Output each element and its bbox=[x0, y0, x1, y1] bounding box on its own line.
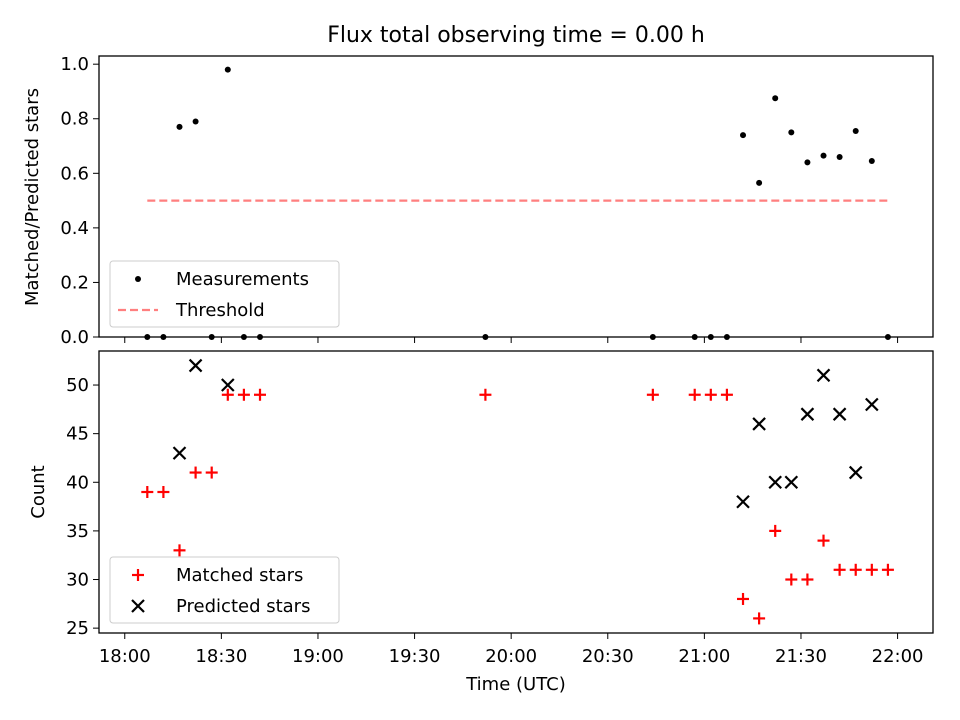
top-data-point bbox=[820, 152, 827, 159]
top-y-tick-label: 0.2 bbox=[60, 272, 89, 293]
bottom-data-point bbox=[849, 563, 862, 576]
bottom-data-point bbox=[752, 417, 766, 431]
bottom-data-point bbox=[881, 563, 894, 576]
top-y-tick-label: 1.0 bbox=[60, 54, 89, 75]
top-data-point bbox=[852, 128, 859, 135]
x-tick-label: 22:00 bbox=[872, 646, 924, 667]
bottom-legend bbox=[109, 556, 340, 624]
bottom-data-point-b bbox=[768, 475, 782, 490]
bottom-data-point bbox=[188, 358, 203, 373]
bottom-data-point bbox=[832, 407, 847, 421]
top-data-point bbox=[176, 123, 183, 130]
bottom-data-point bbox=[801, 573, 814, 586]
bottom-data-point-b bbox=[736, 494, 750, 509]
bottom-y-tick-label: 40 bbox=[66, 472, 89, 493]
x-tick-label: 20:00 bbox=[485, 646, 537, 667]
top-y-tick-label: 0.4 bbox=[60, 218, 89, 239]
top-data-point bbox=[836, 153, 843, 160]
top-data-point bbox=[868, 158, 875, 165]
bottom-data-point bbox=[704, 388, 717, 401]
top-data-point bbox=[804, 159, 811, 166]
bottom-data-point-b bbox=[784, 475, 799, 490]
bottom-data-point-b bbox=[221, 378, 235, 392]
x-tick-label: 18:00 bbox=[99, 646, 151, 667]
bottom-data-point bbox=[865, 563, 878, 576]
bottom-y-tick-label: 35 bbox=[66, 521, 89, 542]
bottom-data-point bbox=[254, 388, 267, 401]
top-y-tick-label: 0.0 bbox=[60, 327, 89, 348]
legend-label: Predicted stars bbox=[176, 596, 310, 617]
bottom-data-point bbox=[785, 573, 798, 586]
bottom-data-point bbox=[848, 465, 863, 480]
top-legend bbox=[109, 260, 340, 328]
legend-label: Matched stars bbox=[176, 565, 303, 586]
bottom-data-point bbox=[753, 612, 766, 625]
legend-swatch-b bbox=[131, 599, 145, 613]
legend-label: Measurements bbox=[176, 269, 309, 290]
bottom-data-point-b bbox=[172, 446, 187, 460]
bottom-data-point bbox=[221, 378, 235, 392]
top-data-point bbox=[224, 66, 231, 73]
x-tick-label: 21:00 bbox=[678, 646, 730, 667]
bottom-data-point-b bbox=[800, 407, 815, 421]
bottom-y-tick-label: 25 bbox=[66, 618, 89, 639]
bottom-y-tick-label: 50 bbox=[66, 375, 89, 396]
bottom-data-point bbox=[768, 475, 782, 490]
top-y-tick-label: 0.8 bbox=[60, 109, 89, 130]
bottom-y-axis-label: Count bbox=[28, 465, 49, 518]
x-axis-label: Time (UTC) bbox=[465, 674, 566, 695]
bottom-data-point bbox=[688, 388, 701, 401]
bottom-data-point bbox=[816, 368, 831, 383]
bottom-data-point bbox=[172, 446, 187, 460]
bottom-data-point bbox=[817, 534, 830, 547]
x-tick-label: 19:30 bbox=[389, 646, 441, 667]
x-tick-label: 20:30 bbox=[582, 646, 634, 667]
top-axes-frame bbox=[98, 55, 934, 338]
top-y-tick-label: 0.6 bbox=[60, 163, 89, 184]
bottom-data-point bbox=[736, 494, 750, 509]
top-y-axis-label: Matched/Predicted stars bbox=[22, 88, 43, 306]
bottom-data-point bbox=[737, 592, 750, 605]
legend-swatch bbox=[135, 276, 141, 282]
bottom-data-point bbox=[189, 466, 202, 479]
top-data-point bbox=[772, 95, 779, 102]
top-data-point bbox=[740, 132, 747, 139]
bottom-data-point bbox=[141, 486, 154, 498]
bottom-data-point bbox=[221, 388, 234, 401]
bottom-data-point-b bbox=[816, 368, 831, 383]
x-tick-label: 21:30 bbox=[775, 646, 827, 667]
legend-swatch bbox=[132, 569, 144, 581]
x-tick-label: 19:00 bbox=[292, 646, 344, 667]
bottom-axes-frame bbox=[98, 350, 934, 634]
plot-layer: 0.0 0.2 0.4 0.6 0.8 1.0 Measurements Threshold 1… bbox=[60, 54, 934, 667]
bottom-data-point bbox=[646, 388, 659, 401]
bottom-data-point bbox=[720, 388, 733, 401]
top-data-point bbox=[756, 179, 763, 186]
x-tick-label: 18:30 bbox=[195, 646, 247, 667]
legend-swatch bbox=[131, 599, 145, 613]
chart-title: Flux total observing time = 0.00 h bbox=[327, 23, 705, 48]
bottom-data-point-b bbox=[752, 417, 766, 431]
bottom-data-point bbox=[237, 388, 250, 401]
bottom-y-tick-label: 30 bbox=[66, 570, 89, 591]
bottom-data-point bbox=[865, 397, 879, 412]
bottom-data-point bbox=[833, 563, 846, 576]
bottom-y-tick-label: 45 bbox=[66, 424, 89, 445]
bottom-data-point bbox=[784, 475, 799, 490]
bottom-data-point-b bbox=[865, 397, 879, 412]
top-data-point bbox=[788, 129, 795, 136]
bottom-data-point bbox=[800, 407, 815, 421]
bottom-data-point-b bbox=[848, 465, 863, 480]
top-data-point bbox=[192, 118, 199, 125]
bottom-data-point bbox=[769, 524, 782, 537]
bottom-data-point bbox=[479, 388, 492, 401]
bottom-data-point-b bbox=[832, 407, 847, 421]
bottom-data-point bbox=[157, 486, 170, 498]
bottom-data-point-b bbox=[188, 358, 203, 373]
bottom-data-point bbox=[205, 466, 218, 479]
legend-label: Threshold bbox=[175, 300, 265, 321]
bottom-data-point bbox=[173, 544, 186, 557]
